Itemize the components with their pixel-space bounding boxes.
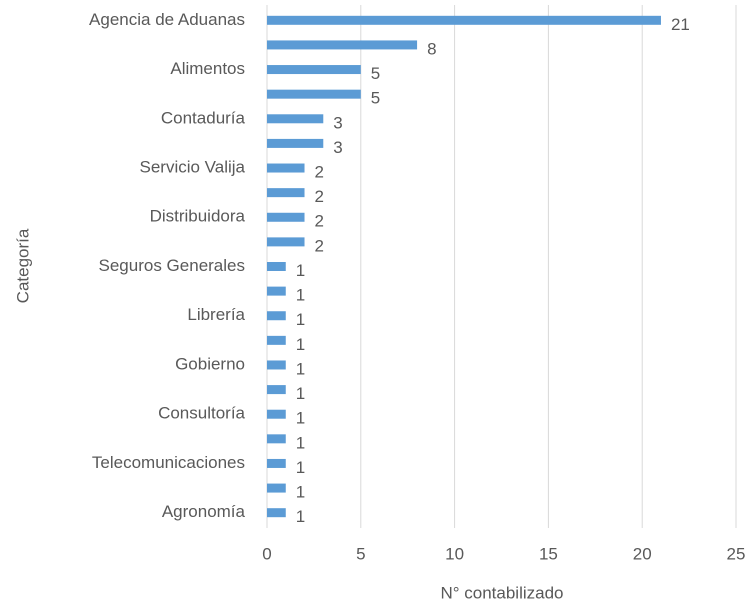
data-label: 1 <box>296 507 305 526</box>
bar <box>267 483 286 493</box>
data-label: 1 <box>296 310 305 329</box>
y-tick-label: Librería <box>187 305 245 324</box>
data-label: 1 <box>296 335 305 354</box>
bar <box>267 335 286 345</box>
x-tick-label: 0 <box>262 544 271 563</box>
x-tick-label: 25 <box>727 544 746 563</box>
bar <box>267 188 305 198</box>
bar <box>267 311 286 321</box>
x-tick-label: 5 <box>356 544 365 563</box>
data-label: 1 <box>296 433 305 452</box>
bar <box>267 508 286 518</box>
data-label: 1 <box>296 384 305 403</box>
data-label: 1 <box>296 359 305 378</box>
bar <box>267 65 361 75</box>
y-tick-label: Agencia de Aduanas <box>89 10 245 29</box>
data-label: 2 <box>315 212 324 231</box>
bar <box>267 409 286 419</box>
data-label: 8 <box>427 39 436 58</box>
y-tick-label: Telecomunicaciones <box>92 453 245 472</box>
y-tick-label: Consultoría <box>158 404 245 423</box>
x-tick-label: 20 <box>633 544 652 563</box>
data-label: 1 <box>296 483 305 502</box>
data-label: 2 <box>315 163 324 182</box>
y-axis-title: Categoría <box>13 228 32 303</box>
y-tick-label: Contaduría <box>161 108 246 127</box>
data-label: 2 <box>315 236 324 255</box>
bar <box>267 163 305 173</box>
bar <box>267 40 418 50</box>
bar <box>267 138 324 148</box>
x-tick-label: 10 <box>445 544 464 563</box>
x-tick-label: 15 <box>539 544 558 563</box>
data-label: 21 <box>671 15 690 34</box>
bar <box>267 385 286 395</box>
data-label: 1 <box>296 286 305 305</box>
data-label: 3 <box>333 113 342 132</box>
y-tick-label: Alimentos <box>170 59 245 78</box>
bar <box>267 114 324 124</box>
x-axis-title: N° contabilizado <box>440 583 563 602</box>
bar <box>267 360 286 370</box>
data-label: 1 <box>296 458 305 477</box>
y-tick-label: Seguros Generales <box>99 256 245 275</box>
y-tick-label: Gobierno <box>175 354 245 373</box>
bar <box>267 434 286 444</box>
data-label: 3 <box>333 138 342 157</box>
data-label: 5 <box>371 89 380 108</box>
bar <box>267 458 286 468</box>
y-tick-label: Agronomía <box>162 502 246 521</box>
bar <box>267 212 305 222</box>
bar <box>267 262 286 271</box>
bar <box>267 89 361 99</box>
y-tick-label: Distribuidora <box>150 207 246 226</box>
y-tick-label: Servicio Valija <box>139 158 245 177</box>
data-label: 1 <box>296 261 305 280</box>
bar <box>267 237 305 247</box>
data-label: 5 <box>371 64 380 83</box>
data-label: 1 <box>296 409 305 428</box>
bar <box>267 15 661 25</box>
bar <box>267 286 286 296</box>
data-label: 2 <box>315 187 324 206</box>
